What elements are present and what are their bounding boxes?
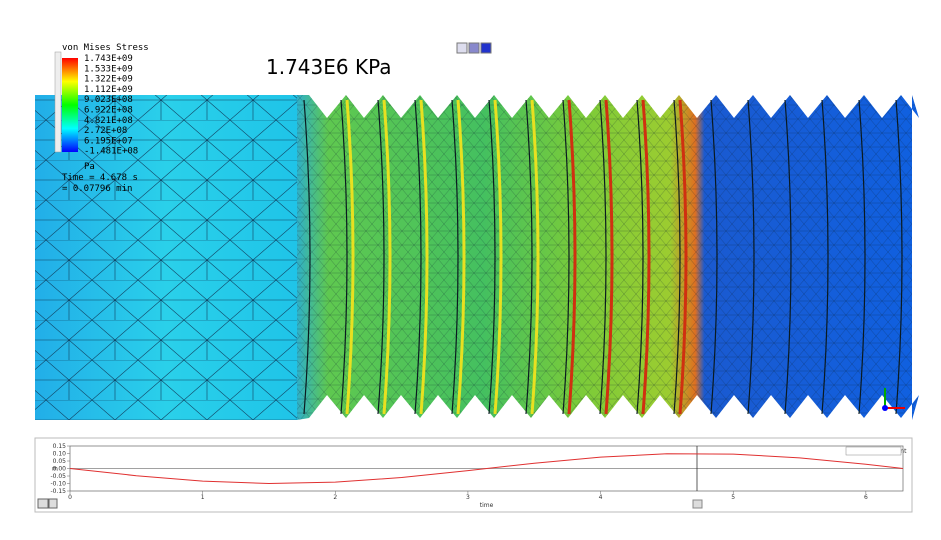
thread-edge	[858, 99, 866, 415]
tool-button[interactable]	[456, 42, 468, 54]
shaft-mesh	[35, 95, 297, 420]
thread-edge	[784, 99, 792, 415]
thread-mesh	[297, 95, 919, 420]
tool-button[interactable]	[480, 42, 492, 54]
legend-level: 4.821E+08	[84, 116, 133, 126]
thread-edge	[747, 99, 755, 415]
legend-level: 1.533E+09	[84, 64, 133, 74]
x-tick-label: 0	[68, 494, 72, 501]
axis-triad	[882, 388, 905, 411]
thread-edge	[340, 99, 348, 415]
thread-edge	[488, 99, 496, 415]
color-bar	[62, 58, 78, 152]
y-tick-label: 0.15	[53, 443, 67, 450]
thread-edge	[377, 99, 385, 415]
thread-edge	[673, 99, 681, 415]
x-tick-label: 5	[731, 494, 735, 501]
thread-edge	[636, 99, 644, 415]
legend-level: 6.922E+08	[84, 106, 133, 116]
thread-ridge	[567, 99, 577, 415]
thread-edge	[562, 99, 570, 415]
y-axis-label: m	[52, 466, 58, 473]
thread-ridge	[678, 99, 688, 415]
plot-panel	[34, 437, 913, 513]
thread-edge	[599, 99, 607, 415]
series-line	[69, 453, 904, 485]
legend-level: 6.195E+07	[84, 136, 133, 146]
play-button[interactable]	[37, 498, 49, 509]
thread-ridge	[641, 99, 651, 415]
y-tick-label: 0.05	[53, 458, 67, 465]
thread-ridge	[345, 99, 355, 415]
legend-level: 9.023E+08	[84, 95, 133, 105]
y-tick-label: -0.10	[50, 481, 66, 488]
y-tick-label: 0.00	[53, 466, 67, 473]
thread-ridge	[493, 99, 503, 415]
thread-edge	[525, 99, 533, 415]
x-tick-label: 2	[333, 494, 337, 501]
legend-level: 1.112E+09	[84, 85, 133, 95]
x-tick-label: 6	[864, 494, 868, 501]
tool-button[interactable]	[468, 42, 480, 54]
time-seconds: Time = 4.678 s	[62, 173, 138, 183]
x-tick-label: 1	[201, 494, 205, 501]
thread-edge	[710, 99, 718, 415]
legend-level: 1.322E+09	[84, 75, 133, 85]
thread	[297, 95, 919, 420]
thread-ridge	[382, 99, 392, 415]
thread-edge	[414, 99, 422, 415]
time-minutes: = 0.07796 min	[62, 184, 132, 194]
play-menu[interactable]	[48, 498, 58, 509]
x-axis-label: time	[480, 502, 494, 509]
legend-level: 1.743E+09	[84, 54, 133, 64]
thread-edge	[821, 99, 829, 415]
x-tick-label: 4	[599, 494, 603, 501]
time-slider[interactable]	[692, 499, 703, 509]
max-annotation: 1.743E6 KPa	[266, 55, 392, 79]
legend-title: von Mises Stress	[62, 43, 149, 53]
x-tick-label: 3	[466, 494, 470, 501]
legend-level: 2.72E+08	[84, 126, 127, 136]
legend-levels: 1.743E+091.533E+091.322E+091.112E+099.02…	[84, 54, 138, 157]
y-tick-label: -0.15	[50, 488, 66, 495]
thread-ridge	[419, 99, 429, 415]
legend-slider[interactable]	[54, 51, 62, 153]
thread-edge	[303, 99, 311, 415]
plot-legend	[845, 446, 902, 456]
thread-ridge	[604, 99, 614, 415]
thread-ridge	[530, 99, 540, 415]
toolbar	[456, 42, 492, 54]
thread-ridge	[456, 99, 466, 415]
y-tick-label: -0.05	[50, 473, 66, 480]
y-tick-label: 0.10	[53, 451, 67, 458]
legend-level: -1.481E+08	[84, 147, 138, 157]
legend-unit: Pa	[84, 162, 95, 172]
thread-edge	[451, 99, 459, 415]
thread-edge	[895, 99, 903, 415]
